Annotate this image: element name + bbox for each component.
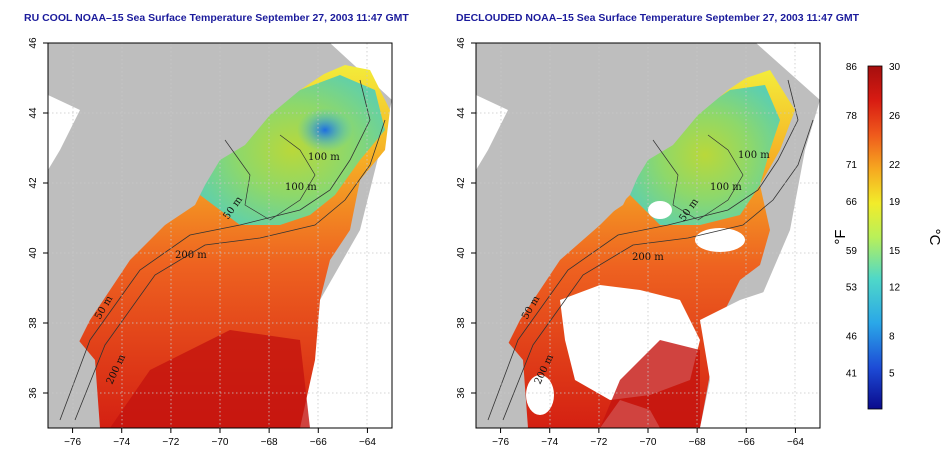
colorbar-f-tick: 71 (846, 160, 858, 171)
colorbar-c-tick: 5 (889, 368, 895, 379)
gulf-of-maine-cool-water (630, 85, 780, 225)
contour-label: 100 m (710, 182, 742, 193)
x-tick-label: −72 (162, 437, 179, 448)
colorbar-c-tick: 15 (889, 246, 901, 257)
contour-label: 200 m (632, 252, 664, 263)
x-tick-label: −64 (787, 437, 804, 448)
colorbar-c-tick: 22 (889, 160, 901, 171)
y-tick-label: 36 (456, 387, 467, 399)
y-tick-label: 40 (28, 247, 39, 259)
colorbar-f-tick: 78 (846, 111, 858, 122)
colorbar-gradient (867, 65, 883, 410)
title-right: DECLOUDED NOAA–15 Sea Surface Temperatur… (456, 12, 860, 24)
axes-left: −76 −74 −72 −70 −68 −66 −64 36 38 40 42 44 46 (28, 37, 376, 448)
colorbar-f-tick: 46 (846, 332, 858, 343)
colorbar-c-tick: 19 (889, 197, 901, 208)
graticule (476, 43, 820, 428)
colorbar: 30 86 26 78 22 71 19 66 15 59 12 53 8 46 5 41 °F °C (832, 62, 943, 410)
x-tick-label: −68 (689, 437, 706, 448)
no-data-area (300, 43, 392, 428)
contour-label: 200 m (175, 250, 207, 261)
y-tick-label: 38 (28, 317, 39, 329)
x-tick-label: −70 (212, 437, 229, 448)
contour-line (59, 79, 371, 421)
y-tick-label: 44 (28, 107, 39, 119)
x-tick-label: −66 (310, 437, 327, 448)
x-tick-label: −66 (738, 437, 755, 448)
y-tick-label: 38 (456, 317, 467, 329)
graticule (48, 43, 392, 428)
colorbar-f-tick: 59 (846, 246, 858, 257)
colorbar-f-tick: 66 (846, 197, 858, 208)
x-tick-label: −76 (64, 437, 81, 448)
x-tick-label: −70 (640, 437, 657, 448)
x-tick-label: −74 (541, 437, 558, 448)
colorbar-f-tick: 53 (846, 283, 858, 294)
contour-label: 100 m (308, 152, 340, 163)
map-panel-left: 100 m 100 m 50 m 200 m 50 m 200 m (47, 42, 393, 429)
y-tick-label: 42 (28, 177, 39, 189)
axes-right: −76 −74 −72 −70 −68 −66 −64 36 38 40 42 44 46 (456, 37, 804, 448)
colorbar-c-tick: 30 (889, 62, 901, 73)
colorbar-f-tick: 86 (846, 62, 858, 73)
x-tick-label: −74 (113, 437, 130, 448)
x-tick-label: −76 (492, 437, 509, 448)
contour-label: 100 m (285, 182, 317, 193)
y-tick-label: 46 (28, 37, 39, 49)
y-tick-label: 42 (456, 177, 467, 189)
colorbar-c-tick: 12 (889, 283, 901, 294)
unit-fahrenheit: °F (832, 229, 849, 244)
x-tick-label: −68 (261, 437, 278, 448)
contour-label: 100 m (738, 150, 770, 161)
y-tick-label: 44 (456, 107, 467, 119)
colorbar-c-tick: 26 (889, 111, 901, 122)
x-tick-label: −72 (590, 437, 607, 448)
title-left: RU COOL NOAA–15 Sea Surface Temperature … (24, 12, 409, 24)
y-tick-label: 46 (456, 37, 467, 49)
y-tick-label: 40 (456, 247, 467, 259)
unit-celsius: °C (926, 229, 943, 246)
colorbar-f-tick: 41 (846, 368, 858, 379)
x-tick-label: −64 (359, 437, 376, 448)
colorbar-c-tick: 8 (889, 332, 895, 343)
contour-line (487, 79, 799, 421)
y-tick-label: 36 (28, 387, 39, 399)
map-panel-right: 100 m 100 m 50 m 200 m 50 m 200 m (475, 42, 821, 429)
